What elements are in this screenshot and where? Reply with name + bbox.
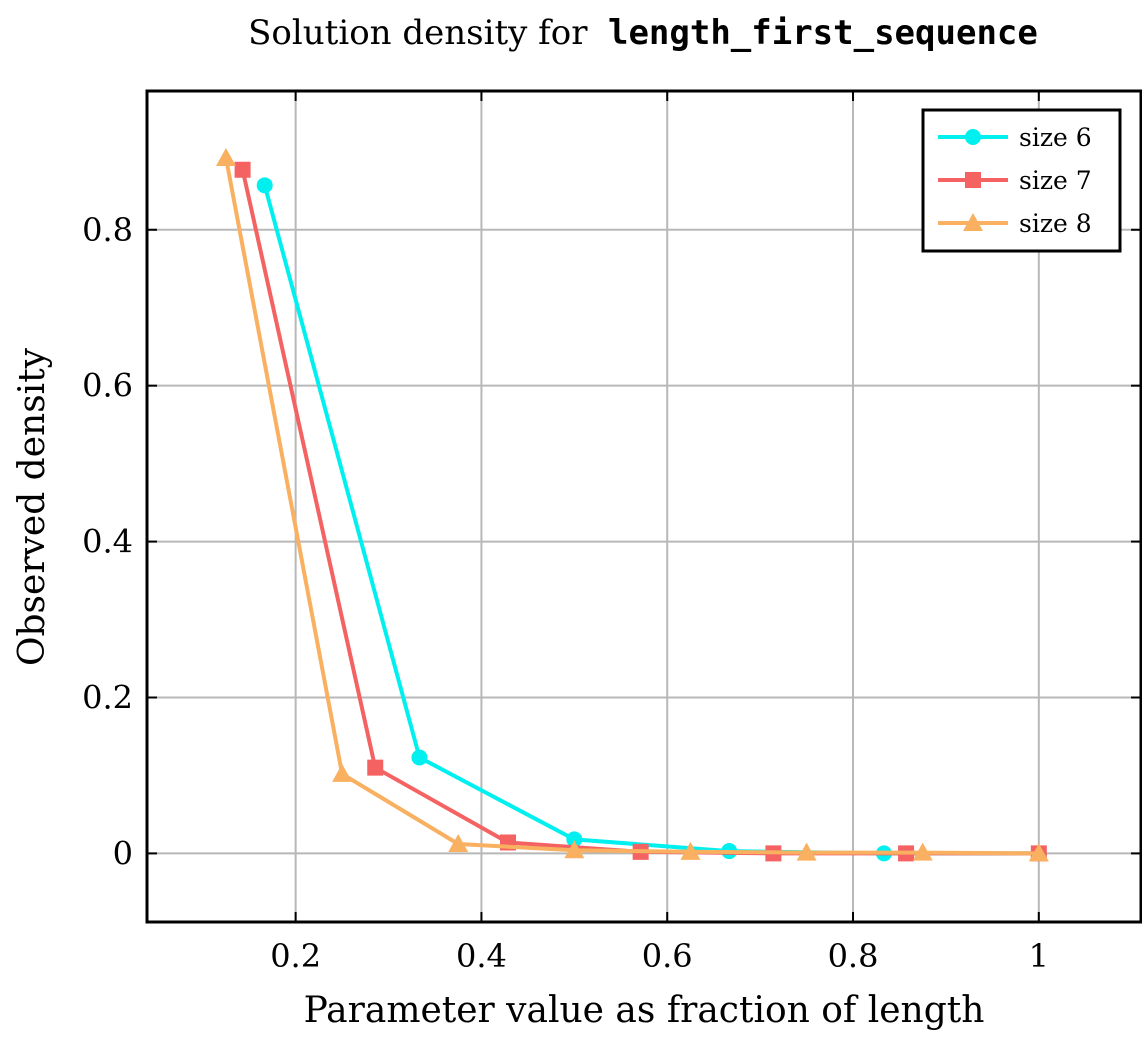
y-tick-label: 0.2 bbox=[82, 678, 133, 716]
data-point bbox=[912, 842, 933, 861]
x-tick-label: 1 bbox=[1029, 937, 1049, 975]
legend-swatch-marker bbox=[965, 129, 981, 145]
y-tick-label: 0 bbox=[113, 834, 133, 872]
data-point bbox=[332, 763, 353, 782]
legend-label: size 6 bbox=[1019, 123, 1092, 152]
x-tick-label: 0.6 bbox=[642, 937, 693, 975]
data-point bbox=[367, 759, 384, 776]
data-point bbox=[215, 148, 236, 167]
data-point bbox=[796, 842, 817, 861]
chart-title-code: length_first_sequence bbox=[608, 13, 1038, 53]
y-tick-label: 0.6 bbox=[82, 367, 133, 405]
y-tick-label: 0.8 bbox=[82, 211, 133, 249]
legend-label: size 8 bbox=[1019, 209, 1092, 238]
legend-swatch-marker bbox=[965, 172, 981, 188]
series-line bbox=[240, 169, 1039, 856]
legend-entries: size 6 size 7 size 8 bbox=[938, 123, 1092, 238]
data-point bbox=[234, 161, 251, 178]
y-axis-label: Observed density bbox=[12, 347, 53, 666]
data-point bbox=[411, 749, 428, 766]
legend-entry: size 7 bbox=[938, 166, 1092, 195]
legend-entry: size 6 bbox=[938, 123, 1092, 152]
data-point bbox=[680, 841, 701, 860]
chart-title: Solution density for length_first_sequen… bbox=[248, 13, 1038, 53]
legend-entry: size 8 bbox=[938, 209, 1092, 238]
x-tick-label: 0.4 bbox=[456, 937, 507, 975]
y-tick-label: 0.4 bbox=[82, 523, 133, 561]
data-point bbox=[256, 177, 273, 194]
data-point bbox=[1028, 843, 1049, 862]
data-point bbox=[564, 840, 585, 859]
tick-labels: 0.2 0.4 0.6 0.8 1 0 0.2 0.4 0.6 0.8 bbox=[82, 91, 1141, 975]
legend: size 6 size 7 size 8 bbox=[921, 108, 1122, 253]
data-point bbox=[448, 834, 469, 853]
x-tick-label: 0.8 bbox=[828, 937, 879, 975]
series-layer bbox=[215, 148, 1049, 862]
x-tick-label: 0.2 bbox=[270, 937, 321, 975]
series-line bbox=[224, 157, 1039, 856]
data-point bbox=[566, 831, 583, 848]
series-line bbox=[262, 184, 1039, 856]
series-size-7 bbox=[234, 161, 1047, 862]
x-axis-label: Parameter value as fraction of length bbox=[304, 990, 985, 1031]
legend-label: size 7 bbox=[1019, 166, 1092, 195]
legend-swatch-marker bbox=[963, 213, 983, 231]
chart-title-prefix: Solution density for bbox=[248, 13, 588, 53]
plot-frame bbox=[145, 89, 1142, 924]
series-size-8 bbox=[215, 148, 1049, 862]
